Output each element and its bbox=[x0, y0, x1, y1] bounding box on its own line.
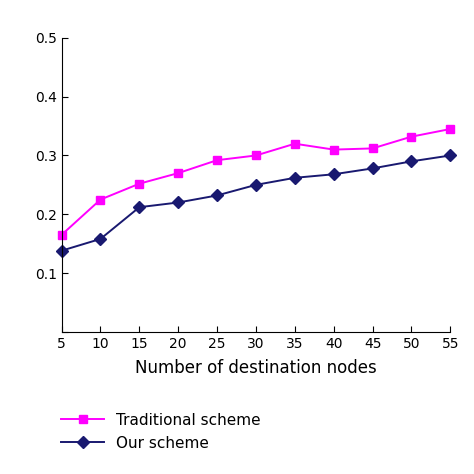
Legend: Traditional scheme, Our scheme: Traditional scheme, Our scheme bbox=[55, 407, 267, 457]
X-axis label: Number of destination nodes: Number of destination nodes bbox=[135, 359, 377, 377]
